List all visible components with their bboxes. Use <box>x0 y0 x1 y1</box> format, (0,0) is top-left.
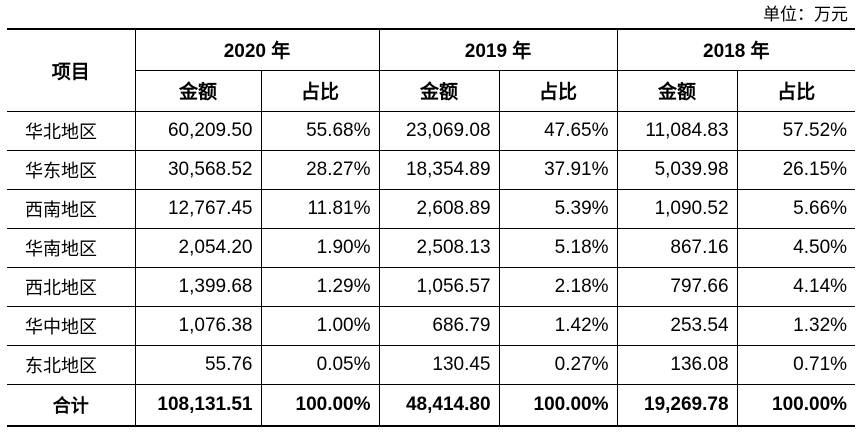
header-item: 项目 <box>7 28 136 112</box>
cell-value: 5.39% <box>498 188 618 229</box>
header-amount: 金额 <box>616 69 738 112</box>
total-value: 19,269.78 <box>616 383 738 427</box>
header-year-2018: 2018 年 <box>616 28 856 71</box>
total-row: 合计 108,131.51 100.00% 48,414.80 100.00% … <box>7 383 856 427</box>
cell-value: 0.27% <box>498 344 618 385</box>
region-label: 东北地区 <box>7 344 136 385</box>
header-row-metrics: 金额 占比 金额 占比 金额 占比 <box>7 69 856 112</box>
region-label: 西北地区 <box>7 266 136 307</box>
header-ratio: 占比 <box>736 69 856 112</box>
regional-revenue-table: 项目 2020 年 2019 年 2018 年 金额 占比 金额 占比 金额 占… <box>7 28 856 427</box>
table-row: 西南地区 12,767.45 11.81% 2,608.89 5.39% 1,0… <box>7 188 856 229</box>
cell-value: 1.90% <box>260 227 380 268</box>
cell-value: 867.16 <box>616 227 738 268</box>
cell-value: 4.50% <box>736 227 856 268</box>
cell-value: 0.71% <box>736 344 856 385</box>
cell-value: 1,076.38 <box>134 305 262 346</box>
cell-value: 37.91% <box>498 149 618 190</box>
cell-value: 1.00% <box>260 305 380 346</box>
cell-value: 2,054.20 <box>134 227 262 268</box>
total-value: 100.00% <box>736 383 856 427</box>
total-value: 100.00% <box>498 383 618 427</box>
region-label: 华北地区 <box>7 110 136 151</box>
header-amount: 金额 <box>378 69 500 112</box>
total-value: 100.00% <box>260 383 380 427</box>
header-row-years: 项目 2020 年 2019 年 2018 年 <box>7 28 856 112</box>
cell-value: 57.52% <box>736 110 856 151</box>
cell-value: 2.18% <box>498 266 618 307</box>
cell-value: 55.76 <box>134 344 262 385</box>
cell-value: 1,056.57 <box>378 266 500 307</box>
cell-value: 1.42% <box>498 305 618 346</box>
table-row: 华北地区 60,209.50 55.68% 23,069.08 47.65% 1… <box>7 110 856 151</box>
total-value: 48,414.80 <box>378 383 500 427</box>
cell-value: 28.27% <box>260 149 380 190</box>
cell-value: 55.68% <box>260 110 380 151</box>
unit-note: 单位：万元 <box>763 5 848 25</box>
region-label: 华南地区 <box>7 227 136 268</box>
cell-value: 5.66% <box>736 188 856 229</box>
cell-value: 4.14% <box>736 266 856 307</box>
header-year-2020: 2020 年 <box>134 28 380 71</box>
header-ratio: 占比 <box>498 69 618 112</box>
cell-value: 2,608.89 <box>378 188 500 229</box>
region-label: 华中地区 <box>7 305 136 346</box>
cell-value: 11.81% <box>260 188 380 229</box>
cell-value: 11,084.83 <box>616 110 738 151</box>
region-label: 西南地区 <box>7 188 136 229</box>
table-row: 华中地区 1,076.38 1.00% 686.79 1.42% 253.54 … <box>7 305 856 346</box>
cell-value: 1,090.52 <box>616 188 738 229</box>
cell-value: 0.05% <box>260 344 380 385</box>
cell-value: 5.18% <box>498 227 618 268</box>
table-row: 西北地区 1,399.68 1.29% 1,056.57 2.18% 797.6… <box>7 266 856 307</box>
total-label: 合计 <box>7 383 136 427</box>
cell-value: 1.29% <box>260 266 380 307</box>
cell-value: 47.65% <box>498 110 618 151</box>
header-amount: 金额 <box>135 69 262 112</box>
table-row: 东北地区 55.76 0.05% 130.45 0.27% 136.08 0.7… <box>7 344 856 385</box>
cell-value: 130.45 <box>378 344 500 385</box>
region-label: 华东地区 <box>7 149 136 190</box>
cell-value: 18,354.89 <box>378 149 500 190</box>
cell-value: 797.66 <box>616 266 738 307</box>
cell-value: 1.32% <box>736 305 856 346</box>
header-ratio: 占比 <box>260 69 380 112</box>
cell-value: 5,039.98 <box>616 149 738 190</box>
cell-value: 23,069.08 <box>378 110 500 151</box>
cell-value: 686.79 <box>378 305 500 346</box>
cell-value: 2,508.13 <box>378 227 500 268</box>
cell-value: 12,767.45 <box>134 188 262 229</box>
cell-value: 1,399.68 <box>134 266 262 307</box>
header-year-2019: 2019 年 <box>378 28 618 71</box>
table-row: 华东地区 30,568.52 28.27% 18,354.89 37.91% 5… <box>7 149 856 190</box>
cell-value: 253.54 <box>616 305 738 346</box>
total-value: 108,131.51 <box>134 383 262 427</box>
cell-value: 30,568.52 <box>134 149 262 190</box>
cell-value: 60,209.50 <box>134 110 262 151</box>
table-row: 华南地区 2,054.20 1.90% 2,508.13 5.18% 867.1… <box>7 227 856 268</box>
cell-value: 26.15% <box>736 149 856 190</box>
cell-value: 136.08 <box>616 344 738 385</box>
